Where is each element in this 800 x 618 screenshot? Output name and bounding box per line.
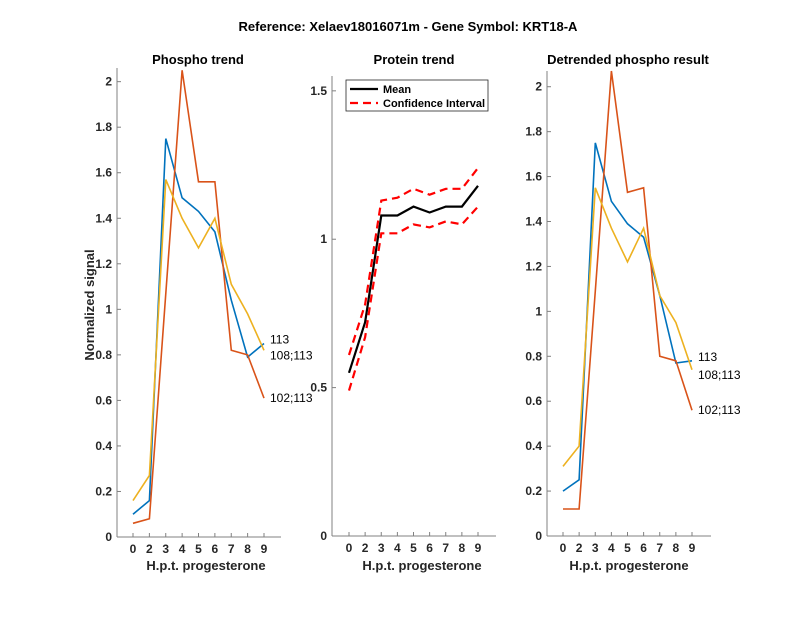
x-tick-label: 4: [394, 541, 401, 555]
y-tick-label: 0.4: [525, 439, 542, 453]
x-tick-label: 9: [475, 541, 482, 555]
series-end-label: 113: [270, 332, 289, 346]
x-tick-label: 9: [261, 542, 268, 556]
series-line-mean: [347, 185, 479, 374]
legend-mean-label: Mean: [383, 84, 411, 96]
panel-title: Phospho trend: [152, 52, 244, 67]
x-tick-label: 3: [592, 541, 599, 555]
x-axis-label: H.p.t. progesterone: [362, 558, 481, 573]
legend-ci-label: Confidence Interval: [383, 98, 485, 110]
y-tick-label: 1.5: [310, 84, 327, 98]
x-tick-label: 8: [459, 541, 466, 555]
panel-protein-trend: Protein trend H.p.t. progesterone 0 0.5 1 1…: [310, 52, 496, 573]
y-tick-label: 2: [105, 75, 112, 89]
x-tick-label: 3: [162, 542, 169, 556]
x-tick-label: 7: [228, 542, 235, 556]
y-tick-label: 0.2: [95, 484, 112, 498]
series-end-label: 102;113: [698, 403, 741, 417]
y-tick-label: 0: [535, 529, 542, 543]
x-tick-label: 2: [576, 541, 583, 555]
axes: 00.20.40.60.811.21.41.61.820 2 3 4 5 6 7 8 9: [525, 71, 711, 555]
y-tick-label: 1.6: [95, 166, 112, 180]
x-tick-label: 0: [130, 542, 137, 556]
y-tick-label: 1.4: [95, 211, 112, 225]
series-end-label: 108;113: [698, 368, 741, 382]
series-end-label: 102;113: [270, 391, 313, 405]
x-tick-label: 6: [212, 542, 219, 556]
x-tick-label: 3: [378, 541, 385, 555]
x-tick-label: 0: [346, 541, 353, 555]
series-line-102-113: [132, 70, 265, 525]
y-tick-label: 0.8: [525, 349, 542, 363]
y-tick-label: 0: [105, 530, 112, 544]
y-tick-label: 1: [535, 304, 542, 318]
y-tick-label: 0.6: [95, 393, 112, 407]
series-line-108-113: [562, 187, 693, 467]
y-tick-label: 1: [105, 302, 112, 316]
figure-title: Reference: Xelaev18016071m - Gene Symbol…: [239, 19, 578, 34]
y-tick-label: 0.2: [525, 484, 542, 498]
x-tick-label: 9: [689, 541, 696, 555]
x-tick-label: 2: [362, 541, 369, 555]
y-axis-label: Normalized signal: [82, 249, 97, 360]
y-tick-label: 0.4: [95, 439, 112, 453]
x-tick-label: 2: [146, 542, 153, 556]
panel-detrended-phospho: Detrended phospho result H.p.t. progeste…: [525, 52, 741, 573]
y-tick-label: 1: [320, 232, 327, 246]
y-tick-label: 0.8: [95, 348, 112, 362]
series-line-113: [132, 138, 265, 515]
series-end-label: 108;113: [270, 348, 313, 362]
panel-title: Protein trend: [374, 52, 455, 67]
x-tick-label: 7: [442, 541, 449, 555]
x-tick-label: 0: [560, 541, 567, 555]
x-tick-label: 8: [673, 541, 680, 555]
axes: 00.20.40.60.811.21.41.61.820 2 3 4 5 6 7 8 9: [95, 68, 281, 556]
y-tick-label: 1.2: [525, 259, 542, 273]
legend: Mean Confidence Interval: [345, 79, 489, 112]
x-tick-label: 5: [195, 542, 202, 556]
y-tick-label: 1.2: [95, 257, 112, 271]
x-axis-label: H.p.t. progesterone: [569, 558, 688, 573]
y-tick-label: 1.8: [525, 125, 542, 139]
y-tick-label: 2: [535, 80, 542, 94]
plot-lines: [347, 167, 479, 391]
series-end-label: 113: [698, 350, 717, 364]
x-tick-label: 5: [624, 541, 631, 555]
x-tick-label: 5: [410, 541, 417, 555]
plot-lines: 113 102;113 108;113: [562, 70, 741, 510]
x-tick-label: 4: [608, 541, 615, 555]
y-tick-label: 0: [320, 529, 327, 543]
x-tick-label: 6: [426, 541, 433, 555]
series-line-confidence-interval-lower: [347, 205, 479, 391]
y-tick-label: 1.6: [525, 170, 542, 184]
y-tick-label: 1.8: [95, 120, 112, 134]
x-tick-label: 8: [244, 542, 251, 556]
legend-box: [345, 79, 489, 112]
panel-phospho-trend: Phospho trend H.p.t. progesterone Normal…: [82, 52, 313, 573]
x-tick-label: 4: [179, 542, 186, 556]
x-tick-label: 6: [640, 541, 647, 555]
series-line-102-113: [563, 70, 693, 510]
x-tick-label: 7: [656, 541, 663, 555]
y-tick-label: 0.6: [525, 394, 542, 408]
y-tick-label: 0.5: [310, 381, 327, 395]
series-line-108-113: [132, 179, 265, 502]
y-tick-label: 1.4: [525, 215, 542, 229]
series-line-confidence-interval-upper: [347, 167, 479, 356]
x-axis-label: H.p.t. progesterone: [146, 558, 265, 573]
panel-title: Detrended phospho result: [547, 52, 709, 67]
plot-lines: 113 102;113 108;113: [132, 70, 313, 525]
axes: 00.511.50 2 3 4 5 6 7 8 9: [310, 76, 496, 555]
